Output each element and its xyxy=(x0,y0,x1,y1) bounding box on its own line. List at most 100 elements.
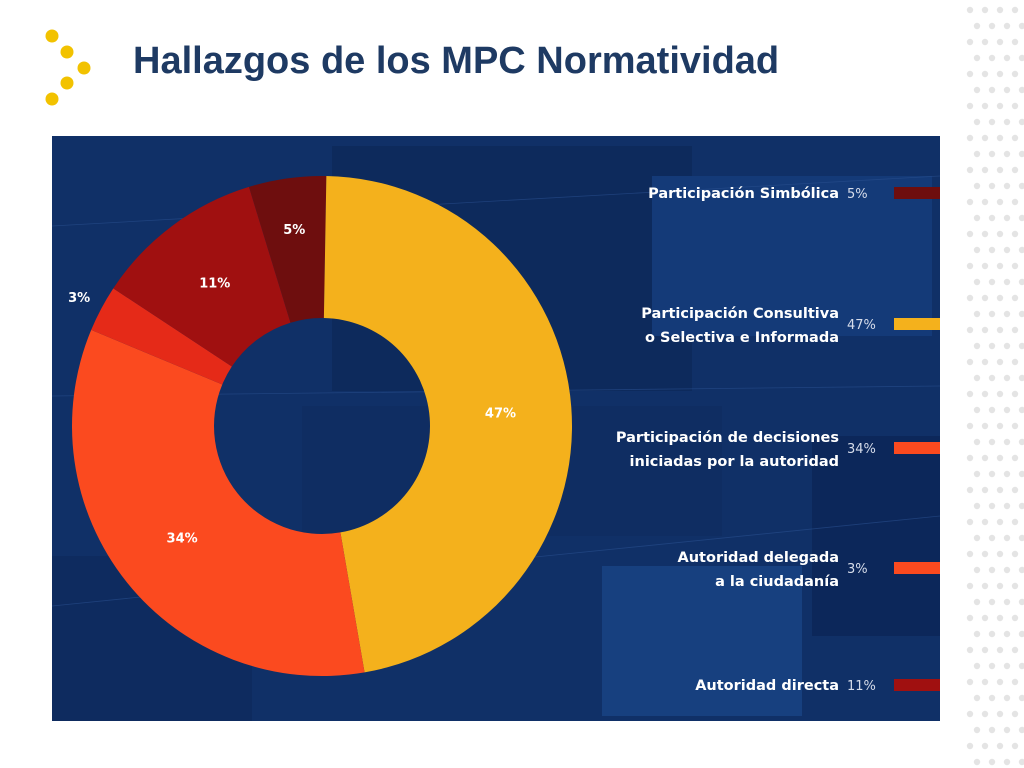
pattern-dot xyxy=(973,278,981,286)
pattern-dot xyxy=(973,22,981,30)
legend-percentage: 47% xyxy=(847,318,876,333)
pattern-dot xyxy=(1003,630,1011,638)
pattern-dot xyxy=(1011,582,1019,590)
legend-label: iniciadas por la autoridad xyxy=(630,454,839,470)
pattern-dot xyxy=(1011,262,1019,270)
donut-slice xyxy=(91,288,232,385)
pattern-dot xyxy=(966,742,974,750)
pattern-dot xyxy=(1003,54,1011,62)
legend-label: Autoridad delegada xyxy=(678,550,840,566)
pattern-dot xyxy=(996,390,1004,398)
pattern-dot xyxy=(1018,438,1024,446)
pattern-dot xyxy=(1003,182,1011,190)
logo-dot xyxy=(60,76,74,90)
pattern-dot xyxy=(981,614,989,622)
pattern-dot xyxy=(973,534,981,542)
pattern-dot xyxy=(1018,374,1024,382)
pattern-dot xyxy=(1011,134,1019,142)
legend-label: a la ciudadanía xyxy=(715,574,839,590)
pattern-dot xyxy=(966,454,974,462)
slice-labels: 5% 47% 34% 3% 11% xyxy=(68,223,516,547)
pattern-dot xyxy=(1018,694,1024,702)
pattern-dot xyxy=(966,134,974,142)
background-decoration xyxy=(52,146,940,721)
pattern-dot xyxy=(988,214,996,222)
pattern-dot xyxy=(1018,470,1024,478)
donut-slice xyxy=(323,176,573,673)
pattern-dot xyxy=(1011,422,1019,430)
pattern-dot xyxy=(981,550,989,558)
legend-label: Participación de decisiones xyxy=(616,430,839,446)
pattern-dot xyxy=(981,518,989,526)
pattern-dot xyxy=(988,182,996,190)
pattern-dot xyxy=(966,358,974,366)
pattern-dot xyxy=(981,358,989,366)
pattern-dot xyxy=(1011,550,1019,558)
legend-swatch xyxy=(894,442,940,454)
logo-dot xyxy=(77,61,91,75)
pattern-dot xyxy=(981,710,989,718)
pattern-dot xyxy=(981,230,989,238)
pattern-dot xyxy=(1003,278,1011,286)
decorative-dot-pattern xyxy=(966,6,1024,766)
pattern-dot xyxy=(1011,38,1019,46)
legend-swatch xyxy=(894,562,940,574)
pattern-dot xyxy=(1018,758,1024,766)
pattern-dot xyxy=(996,326,1004,334)
pattern-dot xyxy=(996,6,1004,14)
pattern-dot xyxy=(1003,566,1011,574)
pattern-dot xyxy=(1018,310,1024,318)
pattern-dot xyxy=(981,742,989,750)
pattern-dot xyxy=(996,166,1004,174)
legend-percentage: 34% xyxy=(847,442,876,457)
pattern-dot xyxy=(981,326,989,334)
pattern-dot xyxy=(973,694,981,702)
legend-percentage: 5% xyxy=(847,187,868,202)
pattern-dot xyxy=(1003,118,1011,126)
pattern-dot xyxy=(981,486,989,494)
legend-item: Participación Consultiva o Selectiva e In… xyxy=(641,306,940,346)
pattern-dot xyxy=(981,646,989,654)
donut-slice xyxy=(248,176,327,323)
pattern-dot xyxy=(988,278,996,286)
pattern-dot xyxy=(1011,710,1019,718)
pattern-dot xyxy=(988,342,996,350)
pattern-dot xyxy=(1018,150,1024,158)
pattern-dot xyxy=(988,630,996,638)
logo-dot xyxy=(45,29,59,43)
pattern-dot xyxy=(973,470,981,478)
pattern-dot xyxy=(1003,374,1011,382)
pattern-dot xyxy=(981,262,989,270)
chart-panel: 5% 47% 34% 3% 11% Participación Simbólica 5% P… xyxy=(52,136,940,721)
pattern-dot xyxy=(1011,294,1019,302)
pattern-dot xyxy=(1018,566,1024,574)
pattern-dot xyxy=(1011,358,1019,366)
legend-item: Autoridad delegada a la ciudadanía 3% xyxy=(678,550,940,590)
pattern-dot xyxy=(981,198,989,206)
pattern-dot xyxy=(1018,662,1024,670)
donut-slice xyxy=(113,186,291,367)
pattern-dot xyxy=(966,710,974,718)
pattern-dot xyxy=(966,262,974,270)
pattern-dot xyxy=(996,646,1004,654)
pattern-dot xyxy=(1003,22,1011,30)
pattern-dot xyxy=(1003,214,1011,222)
pattern-dot xyxy=(1018,214,1024,222)
legend-label: Participación Simbólica xyxy=(648,186,839,202)
legend-percentage: 3% xyxy=(847,562,868,577)
pattern-dot xyxy=(988,502,996,510)
pattern-dot xyxy=(966,614,974,622)
pattern-dot xyxy=(981,166,989,174)
pattern-dot xyxy=(1018,630,1024,638)
pattern-dot xyxy=(1011,326,1019,334)
background-shape xyxy=(602,566,802,716)
pattern-dot xyxy=(966,38,974,46)
pattern-dot xyxy=(981,454,989,462)
slice-value-label: 47% xyxy=(485,406,516,421)
donut-slice xyxy=(71,329,365,676)
pattern-dot xyxy=(1003,662,1011,670)
pattern-dot xyxy=(973,54,981,62)
pattern-dot xyxy=(1003,726,1011,734)
pattern-dot xyxy=(996,230,1004,238)
chart-legend: Participación Simbólica 5% Participación C… xyxy=(616,186,940,694)
